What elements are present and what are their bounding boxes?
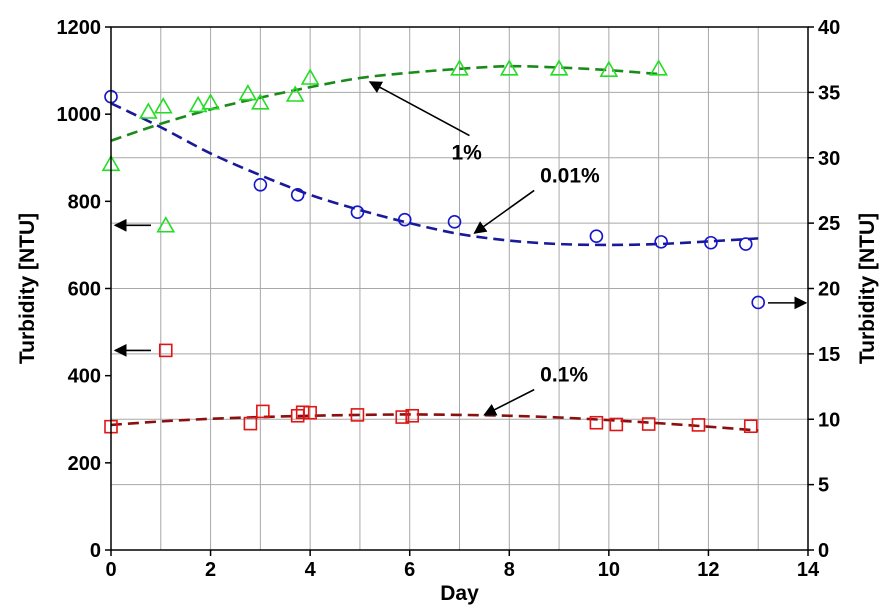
data-point-0_1pct bbox=[256, 404, 270, 419]
data-point-0_01pct bbox=[290, 187, 305, 202]
y-right-tick-label: 20 bbox=[818, 279, 840, 301]
data-point-1pct bbox=[201, 93, 220, 110]
y-right-tick-label: 15 bbox=[818, 344, 840, 366]
data-point-1pct bbox=[138, 102, 158, 119]
y-right-tick-label: 5 bbox=[818, 475, 829, 497]
data-point-1pct bbox=[649, 59, 669, 76]
annotation-label-1pct: 1% bbox=[451, 142, 482, 165]
data-point-0_01pct bbox=[589, 229, 604, 243]
annotations: 1% 0.01% 0.1% bbox=[113, 81, 808, 416]
y-right-tick-label: 10 bbox=[818, 409, 840, 431]
x-tick-label: 14 bbox=[797, 559, 820, 581]
y-left-tick-label: 0 bbox=[90, 540, 101, 562]
data-point-1pct bbox=[599, 60, 619, 77]
data-point-0_1pct bbox=[641, 417, 656, 431]
y-left-tick-label: 600 bbox=[68, 279, 101, 301]
x-tick-label: 12 bbox=[697, 559, 719, 581]
annotation-label-0_1pct: 0.1% bbox=[540, 364, 588, 387]
trend-line-0_1pct bbox=[110, 413, 759, 432]
y-right-tick-label: 30 bbox=[818, 148, 840, 170]
y-left-tick-label: 1000 bbox=[57, 104, 102, 126]
y-axis-right-title: Turbidity [NTU] bbox=[856, 213, 879, 364]
data-point-0_01pct bbox=[397, 212, 412, 227]
y-left-tick-label: 1200 bbox=[57, 17, 102, 39]
x-axis-title: Day bbox=[440, 582, 479, 605]
data-point-0_1pct bbox=[303, 405, 317, 420]
y-right-tick-label: 40 bbox=[818, 17, 840, 39]
data-point-1pct bbox=[153, 97, 173, 114]
data-point-0_1pct bbox=[609, 417, 624, 432]
data-point-0_1pct bbox=[405, 408, 420, 423]
x-tick-label: 6 bbox=[404, 559, 415, 581]
y-right-tick-label: 25 bbox=[818, 213, 840, 235]
data-point-1pct bbox=[250, 93, 270, 110]
outlier-point-1pct bbox=[156, 216, 176, 233]
data-point-0_1pct bbox=[295, 405, 310, 420]
data-point-0_1pct bbox=[743, 419, 758, 434]
annotation-label-0_01pct: 0.01% bbox=[540, 164, 600, 187]
y-axis-left-title: Turbidity [NTU] bbox=[16, 213, 39, 364]
y-left-tick-label: 200 bbox=[68, 453, 101, 475]
y-right-tick-label: 0 bbox=[818, 540, 829, 562]
annotation-arrow-1pct bbox=[368, 81, 470, 137]
y-right-tick-label: 35 bbox=[818, 82, 840, 104]
data-point-1pct bbox=[549, 59, 569, 76]
data-point-0_1pct bbox=[589, 415, 604, 430]
data-point-0_01pct bbox=[704, 235, 718, 250]
trend-line-1pct bbox=[110, 64, 659, 142]
data-point-0_1pct bbox=[243, 416, 258, 431]
grid bbox=[111, 27, 808, 550]
x-tick-label: 8 bbox=[504, 559, 515, 581]
data-point-1pct bbox=[285, 85, 305, 102]
data-point-1pct bbox=[450, 59, 469, 76]
annotation-arrow-0_01pct bbox=[473, 189, 535, 234]
y-left-tick-label: 400 bbox=[68, 366, 101, 388]
data-point-0_01pct bbox=[738, 237, 753, 251]
data-point-1pct bbox=[238, 84, 258, 101]
data-point-1pct bbox=[499, 59, 519, 76]
data-point-1pct bbox=[300, 68, 320, 85]
data-point-0_01pct bbox=[447, 215, 462, 229]
data-point-0_01pct bbox=[350, 205, 365, 220]
trend-line-0_01pct bbox=[110, 102, 759, 247]
x-tick-label: 2 bbox=[205, 559, 216, 581]
data-point-0_1pct bbox=[350, 408, 365, 422]
x-tick-label: 0 bbox=[105, 559, 116, 581]
y-left-tick-label: 800 bbox=[68, 191, 101, 213]
data-point-0_1pct bbox=[691, 418, 706, 432]
annotation-arrow-0_1pct bbox=[483, 388, 535, 416]
data-point-0_01pct bbox=[654, 235, 668, 249]
x-tick-label: 4 bbox=[305, 559, 317, 581]
data-point-1pct bbox=[188, 95, 208, 113]
x-tick-label: 10 bbox=[598, 559, 620, 581]
data-point-0_01pct bbox=[253, 177, 268, 192]
outlier-point-0_01pct bbox=[751, 295, 766, 310]
axis-ticks: 0 2 4 6 8 10 12 1402004006008001000120005101520… bbox=[57, 17, 841, 581]
outlier-point-0_1pct bbox=[158, 343, 173, 358]
data-point-0_1pct bbox=[395, 410, 410, 424]
